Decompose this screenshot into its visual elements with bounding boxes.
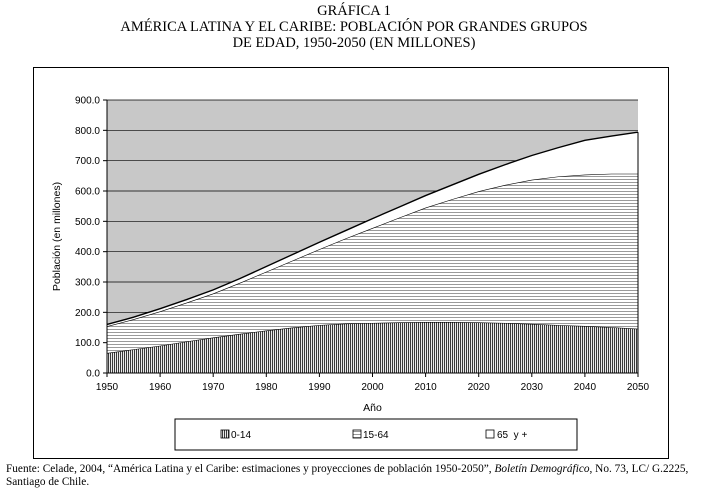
legend-swatch-15-64 [352, 429, 362, 439]
y-tick-label: 0.0 [86, 369, 100, 380]
x-axis-label: Año [363, 402, 382, 414]
legend: 0-14 15-64 65 y + [174, 418, 578, 451]
x-tick-label: 2030 [521, 382, 544, 393]
stacked-area-chart: 0.0 100.0 200.0 300.0 400.0 500.0 600.0 700.0 80… [51, 96, 650, 451]
y-tick-label: 300.0 [75, 278, 100, 289]
legend-swatch-65-plus [485, 429, 495, 439]
chart-frame: 0.0 100.0 200.0 300.0 400.0 500.0 600.0 700.0 80… [33, 67, 669, 459]
x-tick-label: 1990 [308, 382, 331, 393]
x-tick-label: 2000 [361, 382, 384, 393]
legend-label-0-14: 0-14 [231, 430, 251, 441]
y-tick-label: 900.0 [75, 96, 100, 107]
y-tick-label: 500.0 [75, 217, 100, 228]
y-axis-label: Población (en millones) [51, 182, 63, 291]
y-tick-label: 800.0 [75, 126, 100, 137]
legend-label-65-plus: 65 y + [497, 430, 527, 441]
legend-swatch-0-14 [220, 429, 230, 439]
x-tick-label: 1950 [96, 382, 119, 393]
source-note: Fuente: Celade, 2004, “América Latina y … [6, 463, 706, 489]
y-tick-label: 100.0 [75, 338, 100, 349]
source-text: Fuente: Celade, 2004, “América Latina y … [6, 463, 495, 475]
area-65-plus-boundary [106, 131, 639, 326]
areas [106, 131, 639, 373]
area-15-64 [107, 173, 638, 353]
chart-title-block: GRÁFICA 1 AMÉRICA LATINA Y EL CARIBE: PO… [0, 3, 708, 51]
y-tick-label: 700.0 [75, 156, 100, 167]
x-tick-label: 2040 [574, 382, 597, 393]
axes: 0.0 100.0 200.0 300.0 400.0 500.0 600.0 700.0 80… [75, 96, 650, 394]
x-tick-label: 2010 [414, 382, 437, 393]
x-tick-label: 1980 [255, 382, 278, 393]
source-journal: Boletín Demográfico [494, 463, 590, 475]
y-tick-label: 600.0 [75, 187, 100, 198]
area-0-14 [107, 322, 638, 373]
figure-number: GRÁFICA 1 [317, 3, 391, 19]
x-tick-label: 2020 [468, 382, 491, 393]
chart-title-line-1: AMÉRICA LATINA Y EL CARIBE: POBLACIÓN PO… [120, 19, 588, 35]
x-tick-label: 2050 [627, 382, 650, 393]
x-tick-label: 1970 [202, 382, 225, 393]
y-tick-label: 400.0 [75, 247, 100, 258]
source-text-end: , No. 73, LC/ G.2225, Santiago de Chile. [6, 463, 689, 488]
y-tick-label: 200.0 [75, 308, 100, 319]
area-65-plus [107, 132, 638, 327]
x-tick-label: 1960 [149, 382, 172, 393]
legend-label-15-64: 15-64 [363, 430, 389, 441]
chart-title-line-2: DE EDAD, 1950-2050 (EN MILLONES) [232, 35, 476, 51]
legend-box [174, 418, 578, 451]
